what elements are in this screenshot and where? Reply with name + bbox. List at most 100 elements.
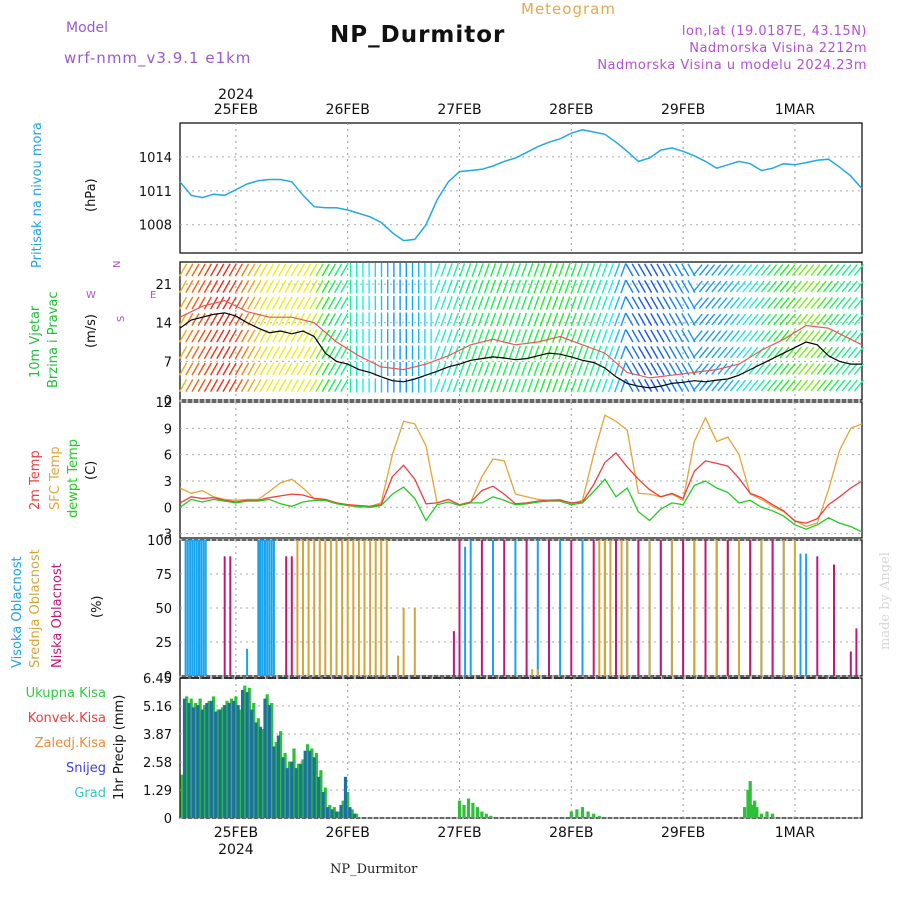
wind-arrow — [711, 330, 722, 342]
wind-arrow — [309, 313, 318, 326]
wind-arrow — [650, 329, 659, 343]
wind-arrow — [643, 313, 653, 326]
wind-arrow — [259, 346, 268, 359]
wind-arrow — [477, 296, 484, 310]
wind-arrow — [296, 296, 306, 310]
wind-arrow — [822, 280, 833, 293]
wind-arrow — [841, 297, 852, 309]
temp-2m-line — [179, 451, 863, 524]
wind-y-tick-label: 0 — [164, 394, 172, 409]
wind-arrow — [692, 297, 703, 309]
mid-cloud-bar — [380, 540, 383, 676]
mid-cloud-bar — [397, 655, 399, 676]
top-date-tick-label: 28FEB — [549, 102, 593, 118]
low-cloud-bar — [548, 540, 550, 676]
dewpoint-line — [179, 478, 863, 533]
wind-arrow — [564, 263, 571, 277]
wind-arrow — [228, 379, 237, 392]
wind-arrow — [434, 345, 441, 360]
wind-arrow — [729, 313, 740, 326]
wind-arrow — [773, 363, 784, 375]
wind-arrow — [729, 264, 740, 276]
wind-arrow — [471, 378, 478, 393]
snow-bar — [326, 807, 330, 818]
wind-arrow — [259, 379, 268, 392]
high-cloud-bar — [272, 540, 275, 676]
wind-arrow — [723, 346, 734, 359]
wind-arrow — [643, 263, 653, 277]
wind-arrow — [791, 330, 802, 342]
wind-arrow — [810, 264, 821, 276]
wind-arrow — [717, 330, 728, 342]
wind-arrow — [729, 379, 740, 392]
wind-arrow — [705, 363, 716, 375]
wind-arrow — [674, 296, 684, 310]
wind-arrow — [552, 329, 559, 343]
wind-arrow — [446, 263, 453, 277]
wind-arrow — [240, 362, 250, 376]
wind-arrow — [315, 280, 324, 293]
wind-arrow — [465, 279, 472, 294]
wind-arrow — [483, 279, 490, 294]
wind-arrow — [662, 379, 671, 392]
wind-arrow — [736, 297, 747, 309]
wind-arrow — [477, 312, 484, 327]
wind-arrow — [253, 346, 262, 359]
wind-arrow — [434, 312, 441, 327]
rain-total-bar — [207, 700, 211, 818]
bottom-date-tick-label: 1MAR — [775, 825, 816, 841]
snow-bar — [187, 703, 191, 818]
wind-arrow — [315, 296, 324, 310]
rain-total-bar — [225, 700, 229, 818]
high-cloud-bar — [258, 540, 261, 676]
wind-arrow — [253, 296, 262, 310]
wind-arrow — [637, 296, 647, 310]
wind-arrow — [527, 296, 534, 310]
wind-y-tick-label: 7 — [164, 355, 172, 370]
wind-arrow — [767, 363, 778, 375]
high-cloud-bar — [261, 540, 264, 676]
wind-arrow — [589, 362, 596, 376]
wind-arrow — [625, 346, 634, 359]
wind-arrow — [791, 280, 802, 293]
wind-arrow — [656, 313, 665, 326]
wind-arrow — [798, 379, 809, 392]
wind-arrow — [736, 280, 747, 293]
precip-y-tick-label: 5.16 — [143, 700, 172, 715]
wind-arrow — [191, 280, 200, 293]
wind-arrow — [471, 263, 478, 277]
precip-y-tick-label: 2.58 — [143, 756, 172, 771]
mid-cloud-bar — [341, 540, 344, 676]
wind-arrow — [315, 362, 324, 376]
wind-arrow — [203, 362, 213, 376]
wind-arrow — [829, 379, 840, 392]
wind-arrow — [729, 297, 740, 309]
rain-total-bar — [279, 731, 283, 818]
wind-arrow — [552, 345, 559, 360]
wind-arrow — [798, 330, 809, 342]
wind-arrow — [197, 263, 206, 277]
wind-arrow — [614, 378, 621, 393]
wind-arrow — [533, 329, 540, 343]
wind-arrow — [816, 346, 827, 359]
wind-arrow — [539, 263, 546, 277]
wind-arrow — [558, 378, 565, 393]
wind-arrow — [742, 379, 753, 392]
wind-arrow — [589, 312, 596, 327]
wind-arrow — [804, 313, 815, 326]
low-cloud-bar — [682, 540, 685, 676]
wind-arrow — [625, 313, 634, 326]
wind-arrow — [607, 378, 614, 393]
wind-arrow — [576, 362, 583, 376]
wind-arrow — [798, 297, 809, 309]
wind-arrow — [742, 280, 753, 293]
wind-arrow — [284, 280, 293, 293]
wind-arrow — [662, 296, 671, 310]
mid-cloud-bar — [536, 669, 539, 676]
wind-arrow — [459, 279, 466, 294]
wind-arrow — [265, 313, 275, 326]
wind-arrow — [822, 264, 833, 276]
low-cloud-bar — [592, 540, 595, 676]
high-cloud-bar — [259, 540, 262, 676]
snow-bar — [241, 689, 245, 818]
